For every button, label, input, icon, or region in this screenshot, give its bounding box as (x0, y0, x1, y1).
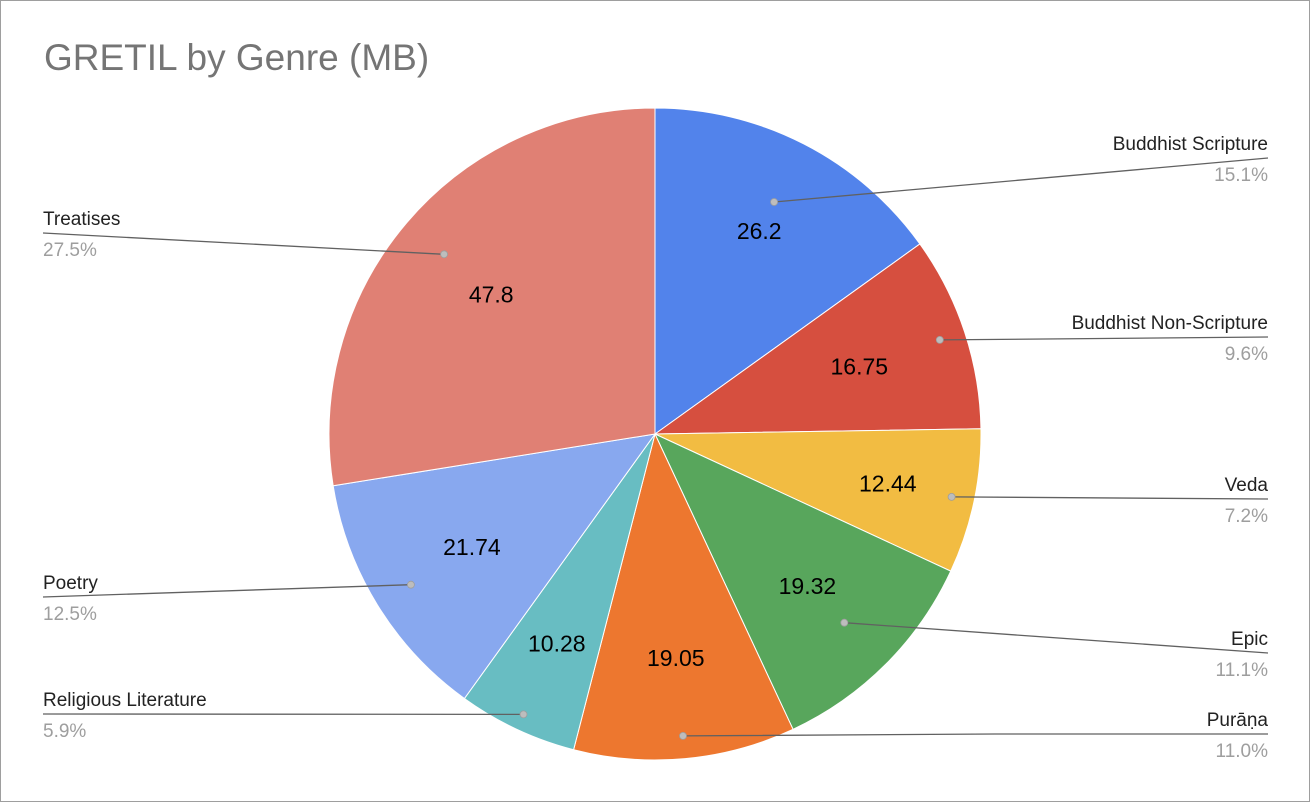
pie-slice-epic (653, 432, 952, 730)
pie-slice-buddhist-non-scripture (653, 243, 982, 435)
pie-slice-poetry (332, 433, 657, 700)
category-label-buddhist-scripture: Buddhist Scripture (1113, 134, 1268, 155)
category-label-poetry: Poetry (43, 573, 98, 594)
leader-line-poetry (42, 584, 411, 598)
slice-value-label-religious-literature: 10.28 (528, 631, 586, 657)
category-label-religious-literature: Religious Literature (43, 690, 207, 711)
leader-dot-epic (840, 618, 849, 627)
pie-slice-treatises (328, 107, 656, 487)
pie-slice-purana (573, 432, 794, 761)
leader-dot-veda (947, 492, 956, 501)
chart-title: GRETIL by Genre (MB) (44, 37, 430, 78)
percent-label-religious-literature: 5.9% (43, 721, 86, 742)
slice-value-label-veda: 12.44 (859, 470, 917, 496)
category-label-veda: Veda (1225, 475, 1269, 496)
slice-value-label-buddhist-non-scripture: 16.75 (831, 354, 889, 380)
leader-dot-buddhist-non-scripture (935, 335, 944, 344)
slice-value-label-buddhist-scripture: 26.2 (737, 218, 782, 244)
leader-line-epic (844, 622, 1269, 654)
pie-slice-religious-literature (463, 433, 656, 751)
category-label-buddhist-non-scripture: Buddhist Non-Scripture (1072, 313, 1268, 334)
leader-line-treatises (42, 232, 445, 255)
leader-line-buddhist-scripture (774, 157, 1269, 203)
leader-dot-purana (679, 732, 687, 740)
leader-dot-treatises (440, 250, 449, 259)
percent-label-veda: 7.2% (1225, 506, 1268, 527)
slice-value-label-poetry: 21.74 (443, 534, 501, 560)
category-label-treatises: Treatises (43, 209, 120, 230)
leader-line-purana (682, 733, 1268, 737)
percent-label-treatises: 27.5% (43, 240, 97, 261)
leader-dot-religious-literature (519, 710, 528, 719)
leader-line-veda (951, 496, 1269, 500)
category-label-purana: Purāṇa (1207, 710, 1269, 731)
percent-label-epic: 11.1% (1216, 660, 1269, 681)
percent-label-buddhist-non-scripture: 9.6% (1225, 344, 1268, 365)
leader-dot-poetry (406, 580, 415, 589)
category-label-epic: Epic (1231, 629, 1268, 650)
leader-dot-buddhist-scripture (770, 198, 778, 206)
pie-slice-buddhist-scripture (654, 107, 921, 435)
pie-slice-veda (654, 428, 982, 572)
slice-value-label-treatises: 47.8 (469, 282, 514, 308)
slice-value-label-epic: 19.32 (779, 573, 837, 599)
slice-value-label-purana: 19.05 (647, 645, 705, 671)
percent-label-purana: 11.0% (1216, 741, 1269, 762)
leader-line-buddhist-non-scripture (939, 336, 1269, 341)
percent-label-buddhist-scripture: 15.1% (1214, 165, 1268, 186)
percent-label-poetry: 12.5% (43, 604, 97, 625)
